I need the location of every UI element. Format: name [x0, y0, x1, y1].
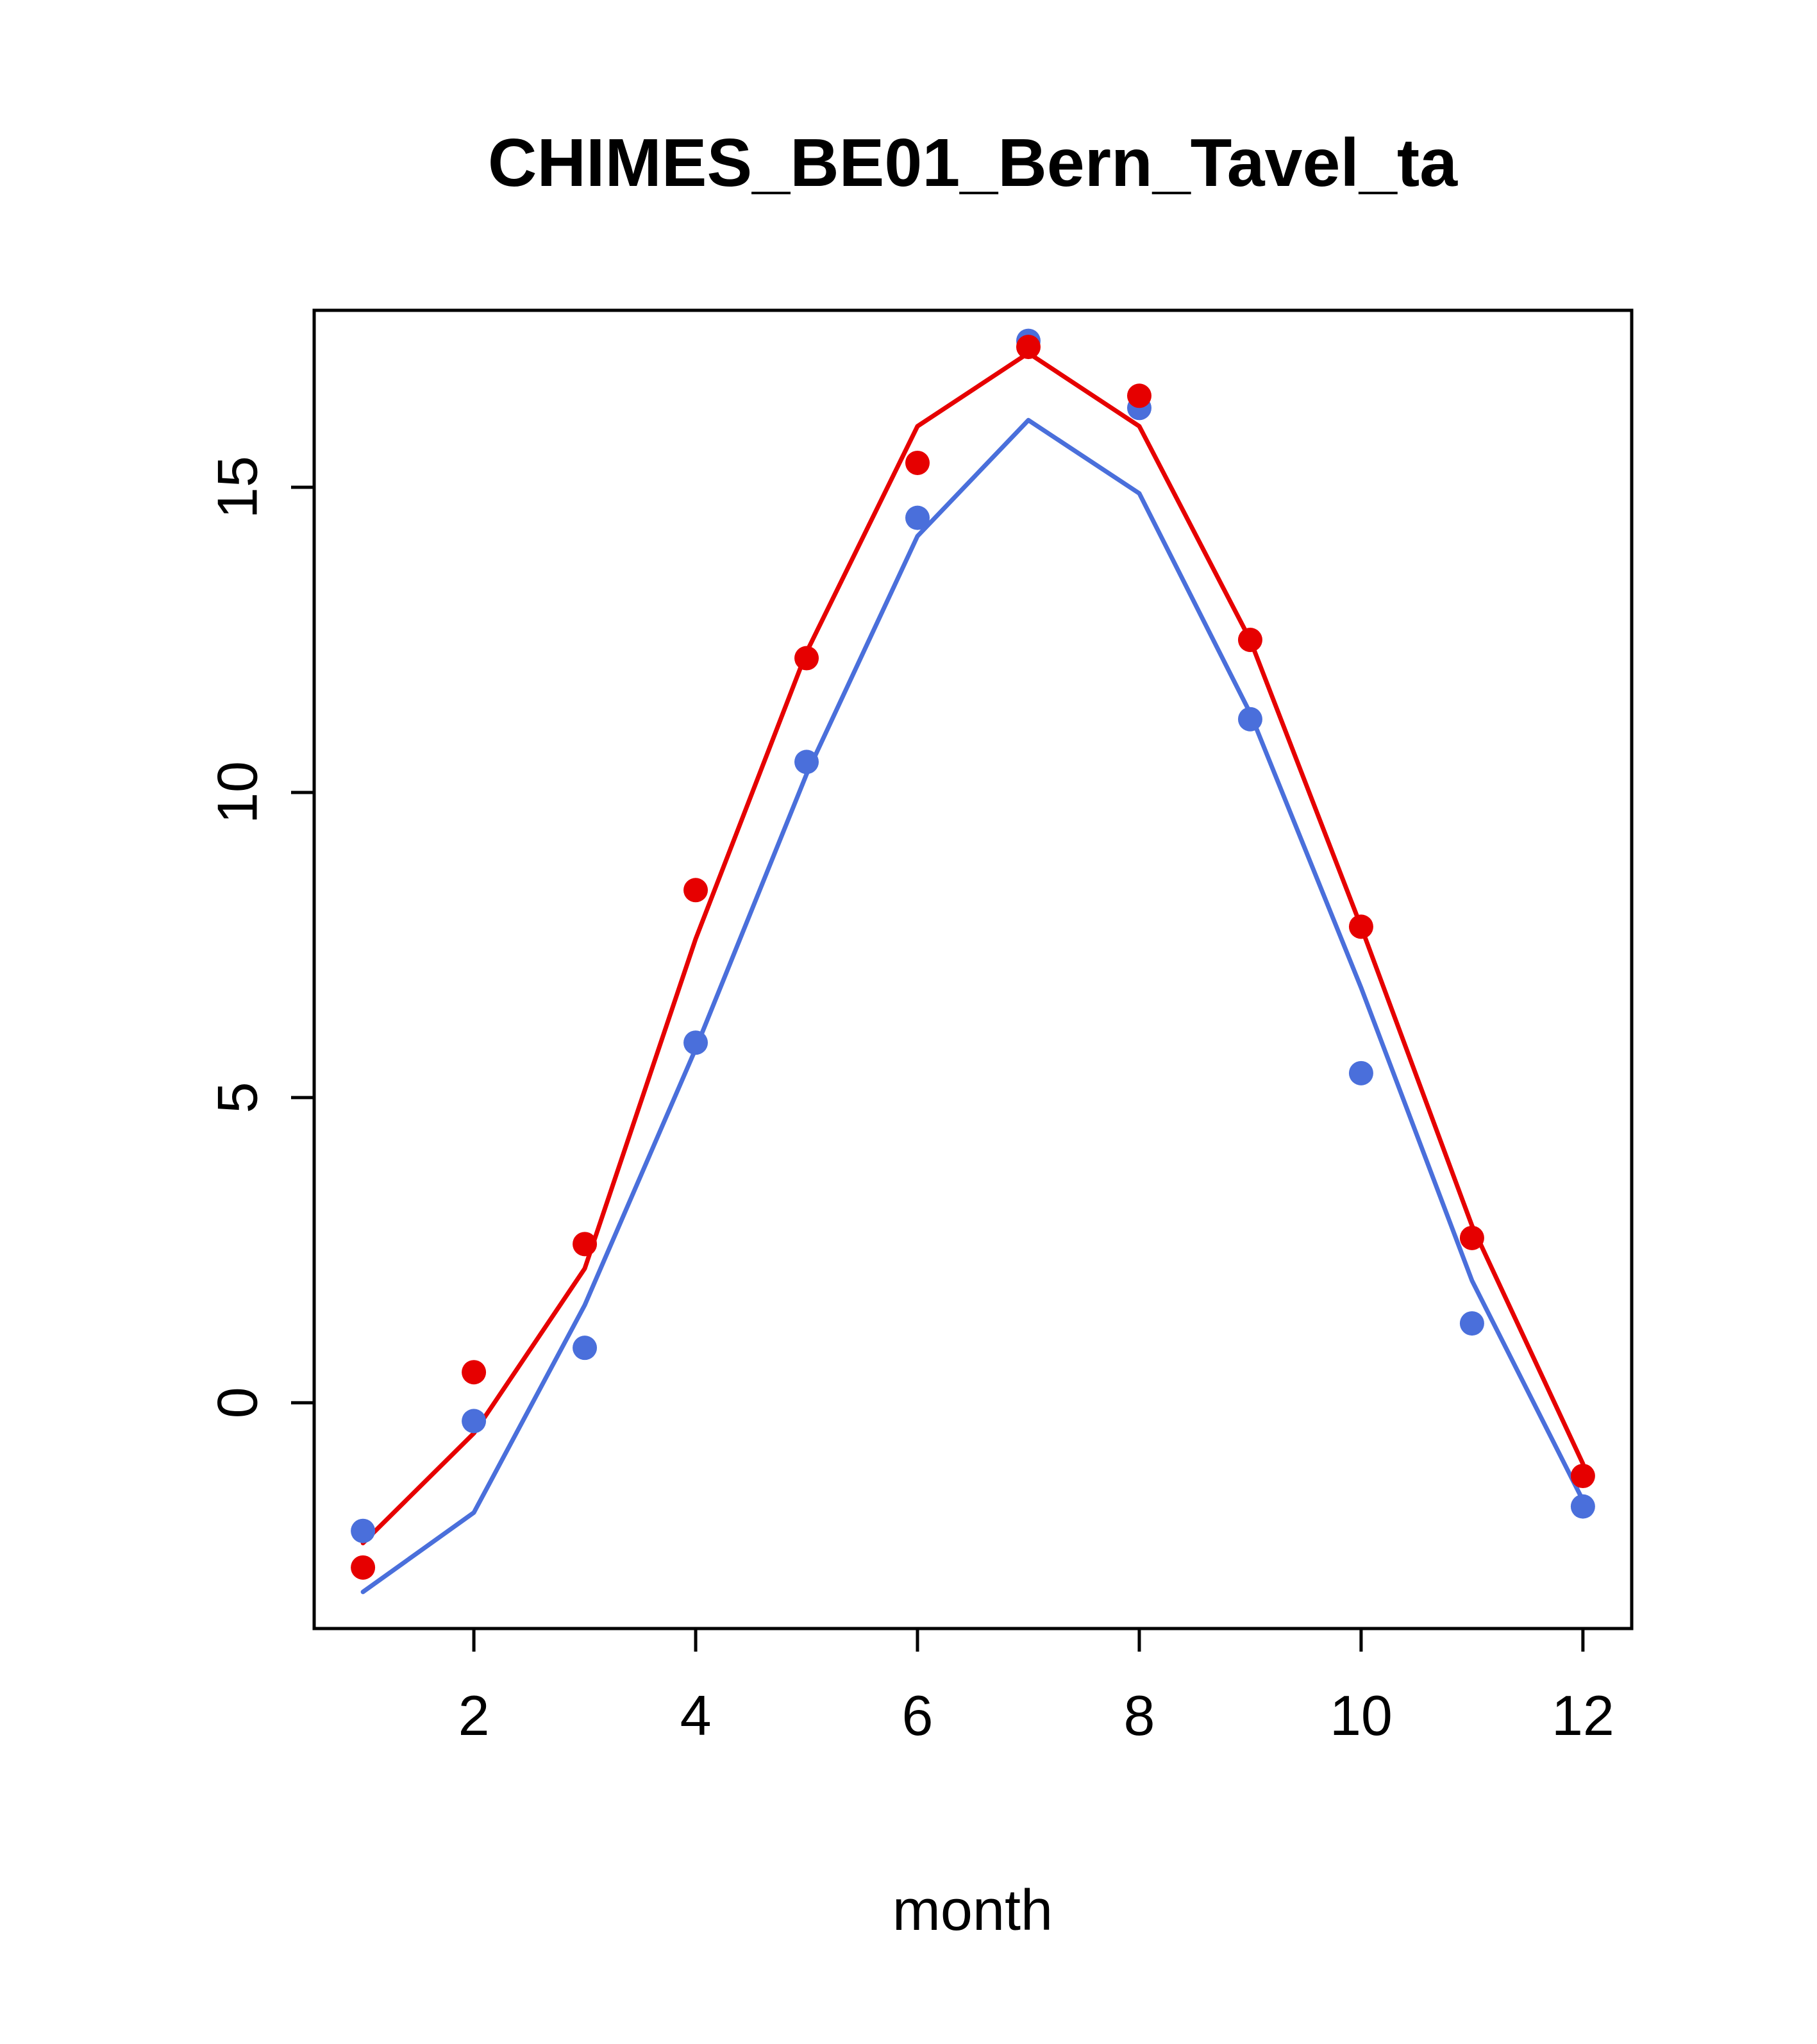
x-axis-tick-label: 6: [902, 1684, 934, 1747]
data-point-red-points: [905, 450, 930, 475]
data-point-blue-points: [573, 1336, 598, 1361]
data-point-red-points: [1016, 335, 1041, 360]
data-point-blue-points: [1348, 1060, 1373, 1085]
y-axis-tick-label: 15: [206, 456, 269, 519]
data-point-red-points: [1348, 914, 1373, 939]
data-point-red-points: [1570, 1464, 1595, 1489]
data-point-blue-points: [1570, 1494, 1595, 1519]
plot-area: 2 4 6 8 10 12 0 5 10 15: [206, 308, 1634, 1747]
data-point-red-points: [794, 646, 819, 671]
x-axis-tick-label: 10: [1330, 1684, 1393, 1747]
data-point-blue-points: [462, 1409, 487, 1434]
y-axis-tick-label: 5: [206, 1082, 269, 1113]
data-point-blue-points: [905, 505, 930, 530]
data-point-blue-points: [1459, 1311, 1484, 1336]
x-axis-tick-label: 4: [680, 1684, 712, 1747]
data-point-red-points: [683, 878, 708, 903]
data-point-red-points: [462, 1360, 487, 1385]
data-point-red-points: [1126, 383, 1151, 408]
data-point-blue-points: [1237, 707, 1262, 732]
x-axis-tick-label: 12: [1552, 1684, 1614, 1747]
x-axis-tick-label: 8: [1123, 1684, 1155, 1747]
y-axis-tick-label: 0: [206, 1387, 269, 1418]
data-point-red-points: [1459, 1225, 1484, 1250]
data-point-red-points: [351, 1555, 376, 1580]
data-point-blue-points: [351, 1518, 376, 1543]
y-axis-tick-label: 10: [206, 761, 269, 824]
data-point-red-points: [573, 1232, 598, 1257]
data-point-blue-points: [794, 750, 819, 775]
series-red-line: [360, 351, 1586, 1546]
data-point-red-points: [1237, 628, 1262, 652]
x-axis-label: month: [892, 1879, 1053, 1943]
plot-box: [312, 308, 1634, 1630]
chart-title: CHIMES_BE01_Bern_Tavel_ta: [488, 125, 1458, 201]
series-blue-line: [360, 417, 1586, 1595]
data-point-blue-points: [683, 1030, 708, 1055]
x-axis-tick-label: 2: [458, 1684, 490, 1747]
